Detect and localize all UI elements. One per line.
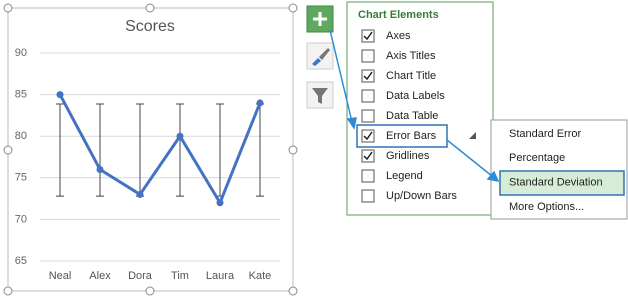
- checkbox-label[interactable]: Up/Down Bars: [386, 190, 457, 202]
- checkmark: [363, 31, 373, 41]
- checkbox[interactable]: [361, 29, 375, 43]
- callout-arrows: [329, 29, 500, 183]
- x-tick-label: Alex: [89, 270, 111, 282]
- error-bar-menu: [490, 119, 628, 220]
- checkbox-label[interactable]: Data Table: [386, 110, 438, 122]
- highlight: [499, 170, 625, 196]
- y-tick-label: 65: [15, 255, 27, 267]
- x-tick-label: Neal: [49, 270, 72, 282]
- menu-item[interactable]: Standard Deviation: [509, 177, 603, 189]
- menu-item[interactable]: Standard Error: [509, 128, 581, 140]
- highlight: [356, 124, 448, 148]
- chart-styles-button[interactable]: [306, 42, 334, 70]
- marker: [256, 99, 264, 107]
- y-tick-label: 90: [15, 47, 27, 59]
- marker: [136, 190, 144, 198]
- menu-item[interactable]: Percentage: [509, 152, 565, 164]
- submenu-arrow[interactable]: [469, 132, 476, 139]
- checkbox-label[interactable]: Axes: [386, 30, 411, 42]
- checkbox-label[interactable]: Legend: [386, 170, 423, 182]
- x-tick-label: Dora: [128, 270, 153, 282]
- checkbox[interactable]: [361, 129, 375, 143]
- checkbox-label[interactable]: Axis Titles: [386, 50, 436, 62]
- panel-title: Chart Elements: [358, 9, 439, 21]
- line: [58, 93, 262, 207]
- checkmark: [363, 131, 373, 141]
- checkbox[interactable]: [361, 89, 375, 103]
- chart-elements-button[interactable]: [306, 5, 334, 33]
- error-bar: [96, 103, 104, 197]
- marker: [176, 132, 184, 140]
- checkbox[interactable]: [361, 169, 375, 183]
- checkbox[interactable]: [361, 189, 375, 203]
- resize-handles[interactable]: [3, 3, 298, 296]
- error-bar: [176, 103, 184, 197]
- checkbox[interactable]: [361, 149, 375, 163]
- checkbox[interactable]: [361, 49, 375, 63]
- y-tick-label: 70: [15, 213, 27, 225]
- y-tick-label: 85: [15, 89, 27, 101]
- y-tick-label: 75: [15, 172, 27, 184]
- checkmark: [363, 151, 373, 161]
- checkbox-label[interactable]: Error Bars: [386, 130, 437, 142]
- marker: [216, 199, 224, 207]
- checkbox-label[interactable]: Gridlines: [386, 150, 430, 162]
- checkmark: [363, 71, 373, 81]
- chart-title: Scores: [125, 18, 175, 35]
- chart-frame[interactable]: [7, 7, 294, 292]
- marker: [56, 91, 64, 99]
- checkbox-label[interactable]: Data Labels: [386, 90, 445, 102]
- x-tick-label: Tim: [171, 270, 189, 282]
- marker: [96, 165, 104, 173]
- chart-filters-button[interactable]: [306, 81, 334, 109]
- x-tick-label: Kate: [249, 270, 272, 282]
- y-tick-label: 80: [15, 130, 27, 142]
- checkbox[interactable]: [361, 109, 375, 123]
- checkbox-label[interactable]: Chart Title: [386, 70, 436, 82]
- checkbox[interactable]: [361, 69, 375, 83]
- error-bar: [56, 103, 64, 197]
- menu-item[interactable]: More Options...: [509, 201, 584, 213]
- x-tick-label: Laura: [206, 270, 235, 282]
